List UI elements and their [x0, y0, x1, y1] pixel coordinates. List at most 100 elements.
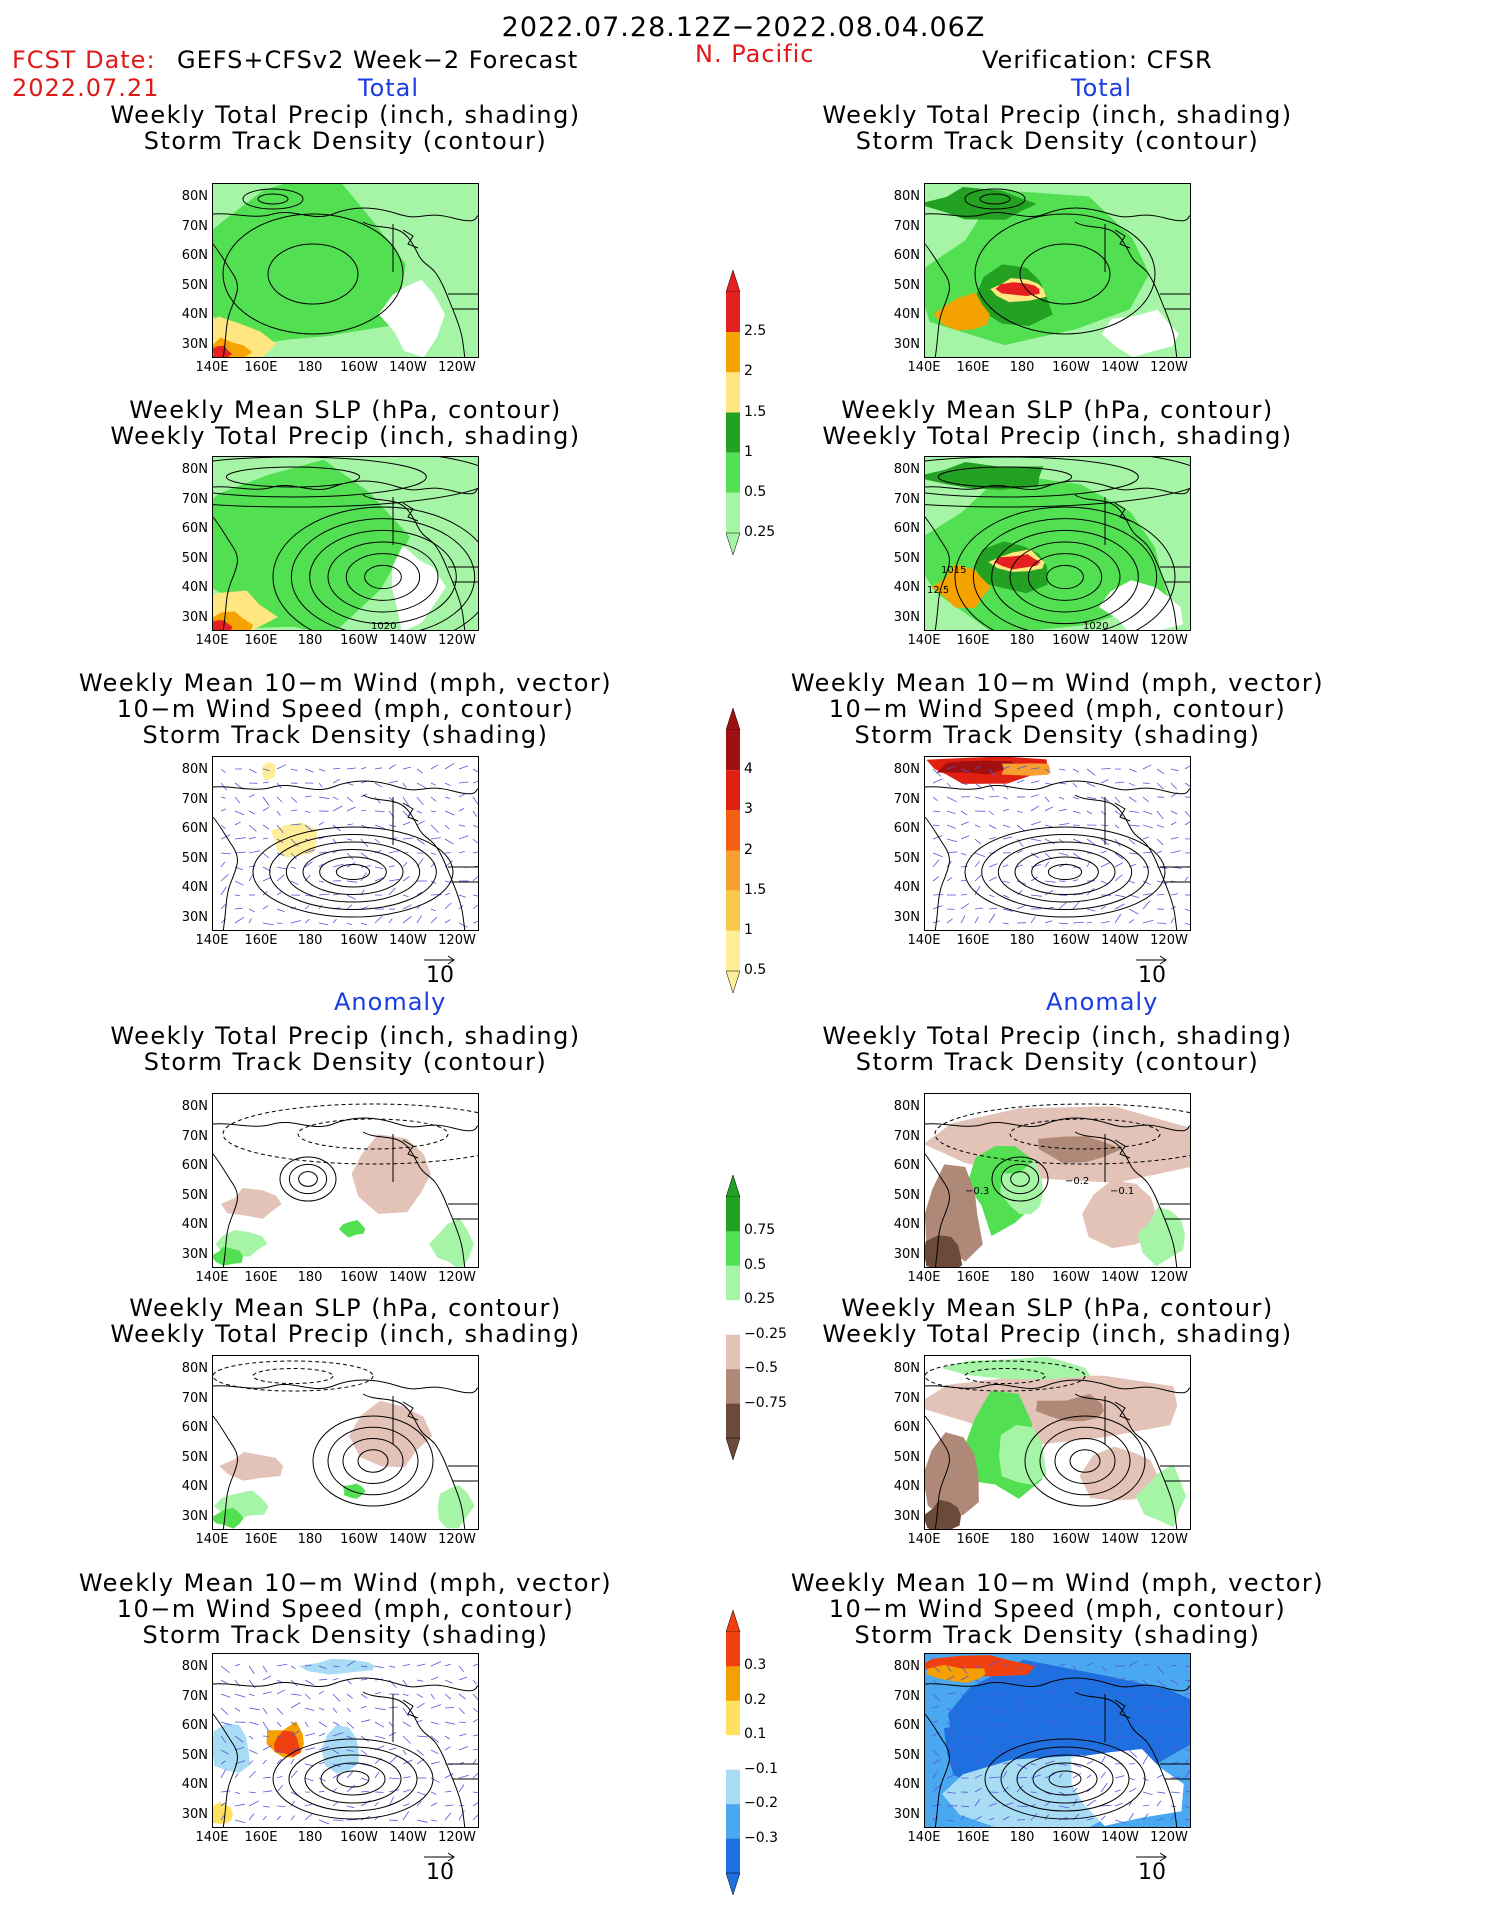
lon-tick-label: 140E [907, 933, 941, 948]
wind-vector [1156, 1707, 1166, 1713]
wind-speed-contour [302, 849, 404, 895]
wind-vector [220, 861, 226, 868]
wind-vector [1016, 1763, 1027, 1770]
contour-label: 1015 [941, 565, 966, 576]
wind-vector [360, 838, 369, 848]
wind-vector [276, 1663, 288, 1667]
slp-contour [213, 457, 427, 498]
lat-tick-label: 50N [893, 1747, 920, 1763]
lon-tick-label: 120W [438, 1532, 476, 1547]
lat-tick-label: 60N [893, 248, 920, 263]
colorbar-label: 0.5 [744, 962, 767, 978]
wind-vector [416, 1663, 426, 1667]
coastline [1146, 844, 1178, 930]
wind-vector [332, 1665, 340, 1668]
wind-vector [1030, 838, 1042, 842]
wind-vector [932, 1758, 941, 1765]
slp-anom-contour [1024, 1415, 1146, 1507]
wind-vector [458, 894, 466, 898]
slp-anom-contour [1069, 1449, 1101, 1473]
wind-vector [262, 1735, 269, 1737]
storm-anom-contour [991, 1156, 1049, 1202]
wind-vector [402, 782, 407, 789]
wind-vector [234, 810, 245, 816]
wind-vector [458, 835, 469, 840]
wind-vector [220, 852, 232, 855]
shading-region [925, 187, 1037, 220]
colorbar-segment [726, 1369, 740, 1404]
wind-vector [318, 768, 326, 772]
wind-vector [1016, 810, 1023, 813]
wind-vector [946, 1707, 957, 1714]
wind-vector [388, 879, 400, 882]
wind-vector [1184, 1818, 1190, 1821]
coastline [925, 1677, 1190, 1692]
wind-vector [444, 1812, 452, 1821]
wind-vector [472, 894, 478, 897]
wind-vector [332, 1721, 340, 1726]
coastline [213, 207, 478, 222]
shading-region [1001, 763, 1051, 776]
shading-region [342, 1483, 366, 1499]
wind-vector [248, 1721, 259, 1726]
wind-vector [318, 1690, 324, 1695]
wind-vector [346, 1679, 352, 1685]
wind-vector [374, 838, 381, 844]
panel-title: Weekly Mean SLP (hPa, contour) Weekly Tot… [62, 1295, 629, 1347]
wind-vector [960, 1760, 966, 1765]
wind-vector [276, 1735, 283, 1738]
wind-speed-contour [252, 826, 454, 918]
lat-tick-label: 50N [893, 850, 920, 866]
shading-region [213, 345, 233, 357]
wind-vector [946, 1819, 954, 1822]
wind-vector [318, 851, 328, 854]
wind-vector [276, 1805, 286, 1807]
wind-vector [1072, 900, 1081, 910]
lat-tick-label: 60N [893, 821, 920, 836]
wind-vector [234, 1747, 245, 1751]
wind-vector [402, 766, 411, 770]
wind-vector [1044, 1813, 1050, 1821]
wind-vector [276, 1758, 282, 1765]
wind-vector [346, 1784, 356, 1793]
wind-vector [1114, 913, 1122, 924]
wind-vector [332, 918, 337, 924]
wind-vector [416, 1801, 422, 1807]
wind-vector [472, 875, 478, 882]
wind-vector [1044, 1665, 1050, 1671]
lon-tick-label: 140W [389, 360, 427, 375]
wind-vector [1058, 823, 1070, 826]
wind-vector [1170, 837, 1179, 840]
wind-vector [318, 796, 330, 800]
wind-vector [1072, 1707, 1082, 1710]
wind-vector [416, 1693, 424, 1698]
panel-title: Weekly Total Precip (inch, shading) Storm… [774, 1023, 1341, 1075]
wind-vector [402, 1776, 411, 1779]
wind-vector [234, 1707, 241, 1712]
storm-contour [242, 188, 304, 210]
wind-vector [1072, 1717, 1080, 1723]
colorbar-label: 3 [744, 801, 753, 818]
coastline [213, 816, 238, 930]
panel-title-line: Storm Track Density (contour) [143, 127, 548, 155]
wind-vector [1058, 1693, 1064, 1697]
wind-vector [332, 1693, 341, 1702]
coastline [1074, 1691, 1148, 1743]
wind-vector [472, 810, 478, 817]
wind-vector [360, 872, 367, 882]
shading-region [995, 282, 1040, 296]
wind-vector [290, 1721, 296, 1726]
wind-vector [472, 1791, 478, 1794]
coastline [1074, 494, 1148, 546]
contour-label: 1020 [1083, 621, 1108, 631]
wind-vector [1030, 1721, 1037, 1729]
wind-speed-contour [997, 841, 1133, 903]
storm-anom-contour [1009, 1118, 1161, 1150]
wind-vector [1170, 1813, 1176, 1821]
wind-vector [416, 768, 423, 774]
coastline [402, 802, 419, 822]
wind-vector [234, 796, 241, 804]
map-plot: 1020 [213, 457, 478, 630]
wind-vector [946, 1692, 956, 1695]
wind-vector [360, 922, 368, 926]
